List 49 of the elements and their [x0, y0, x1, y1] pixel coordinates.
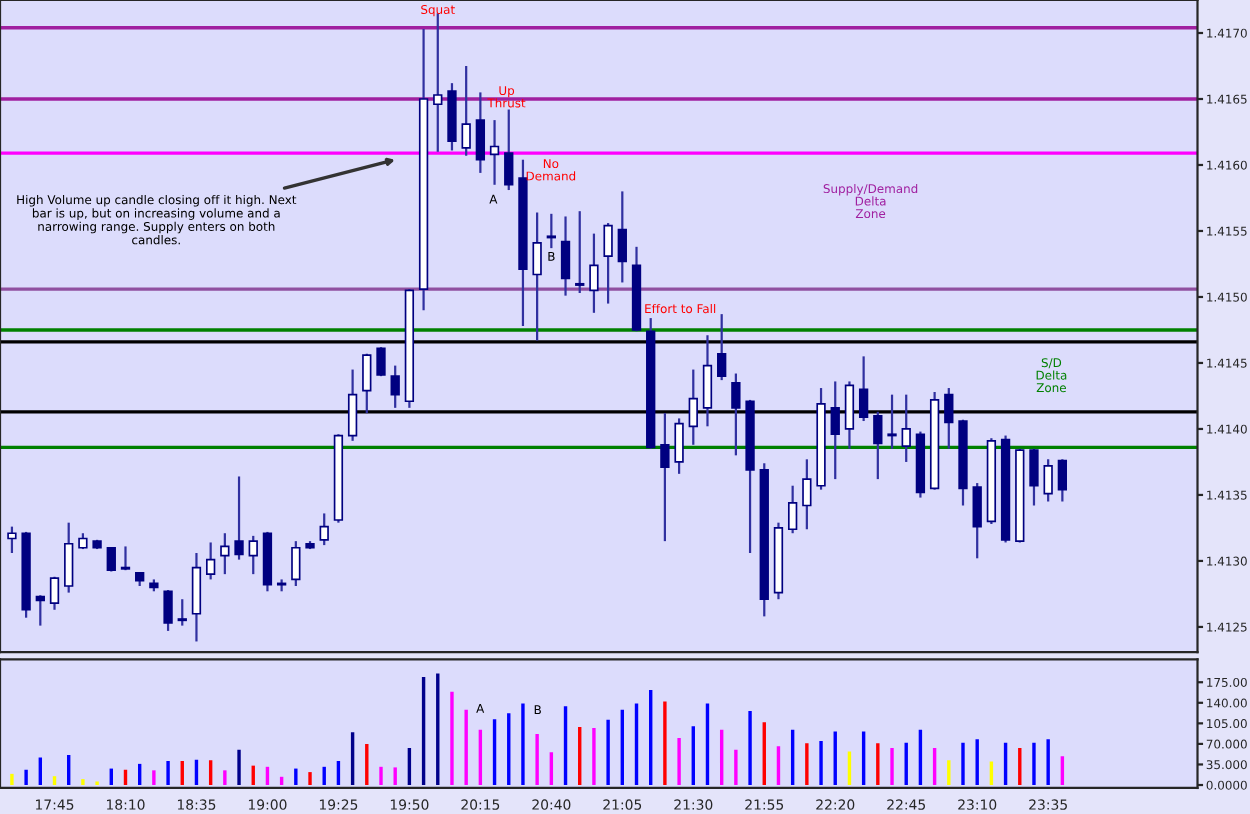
- candlestick: [575, 210, 585, 295]
- candlestick: [560, 215, 571, 297]
- candlestick: [901, 393, 911, 464]
- candlestick: [802, 458, 812, 531]
- candlestick: [702, 334, 713, 428]
- candlestick: [347, 368, 358, 442]
- candlestick: [64, 521, 74, 594]
- candlestick: [106, 546, 116, 573]
- candlestick: [844, 380, 855, 450]
- candlestick: [191, 551, 202, 643]
- candlestick: [163, 588, 173, 633]
- candlestick: [546, 212, 557, 250]
- candlestick: [220, 532, 230, 576]
- candlestick: [660, 412, 670, 543]
- candlestick: [787, 484, 798, 535]
- candlestick: [944, 386, 954, 450]
- candlestick: [1029, 447, 1039, 507]
- candlestick: [7, 525, 17, 555]
- candlestick: [617, 190, 627, 284]
- candlestick: [291, 540, 301, 588]
- candlestick: [830, 380, 840, 481]
- candlestick: [1043, 458, 1053, 503]
- candlestick: [362, 352, 372, 415]
- candlestick: [873, 410, 883, 481]
- candlestick: [489, 119, 500, 186]
- candlestick: [248, 534, 258, 576]
- candlestick: [887, 393, 897, 450]
- candlestick: [475, 91, 486, 175]
- candlestick: [731, 372, 741, 457]
- candlestick: [319, 512, 329, 547]
- candlestick: [49, 575, 60, 611]
- candlestick: [433, 12, 443, 153]
- candlestick: [1057, 458, 1068, 503]
- candlestick: [858, 355, 869, 423]
- candlestick: [390, 364, 400, 409]
- candlestick: [589, 232, 599, 314]
- candlestick: [717, 313, 727, 382]
- candlestick: [35, 594, 45, 627]
- candlestick: [177, 598, 187, 627]
- candlestick: [532, 211, 542, 342]
- candlestick: [674, 417, 684, 475]
- candlestick: [603, 221, 613, 305]
- candlestick: [504, 108, 514, 192]
- candlestick: [461, 64, 471, 157]
- candlestick: [972, 481, 982, 560]
- candlestick: [234, 475, 244, 561]
- candlestick: [376, 346, 386, 378]
- candlestick: [205, 541, 216, 581]
- candlestick: [688, 368, 698, 446]
